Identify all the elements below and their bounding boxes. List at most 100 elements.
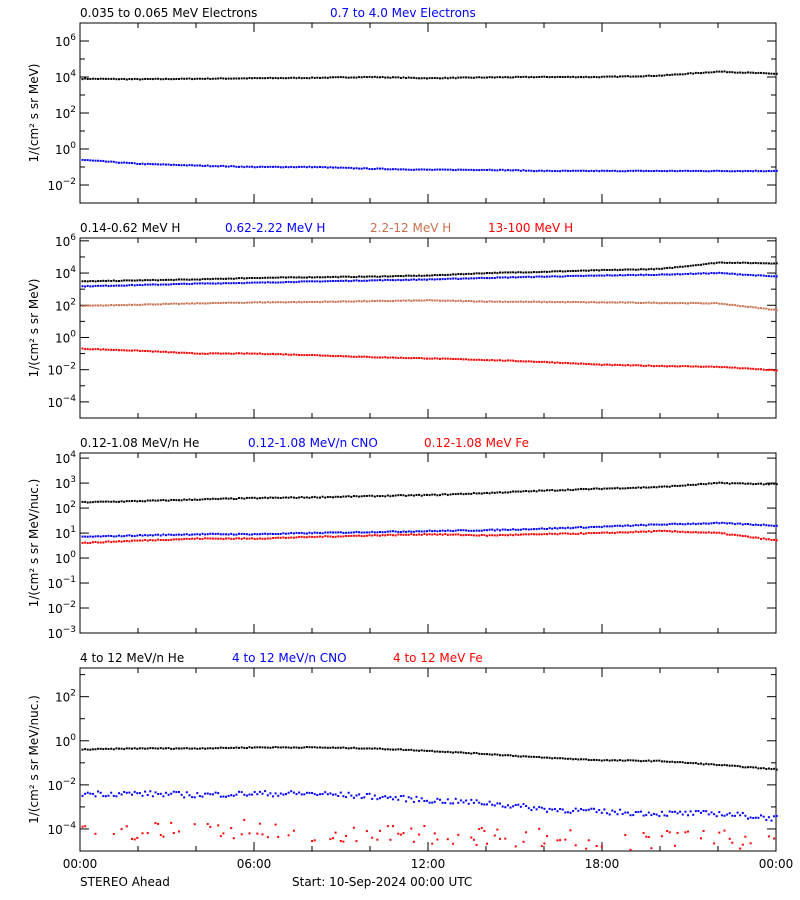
data-point xyxy=(420,797,423,800)
data-point xyxy=(243,818,246,821)
data-point xyxy=(316,280,319,283)
data-point xyxy=(423,77,426,80)
data-point xyxy=(431,842,434,845)
data-point xyxy=(420,299,423,302)
data-point xyxy=(206,792,209,795)
data-point xyxy=(546,528,548,530)
data-point xyxy=(647,301,650,304)
data-point xyxy=(339,746,342,749)
data-point xyxy=(277,276,280,279)
data-point xyxy=(673,73,676,76)
data-point xyxy=(415,494,418,496)
data-point xyxy=(118,304,120,307)
data-point xyxy=(311,280,314,283)
data-point xyxy=(154,279,157,282)
data-point xyxy=(548,275,551,278)
data-point xyxy=(230,497,233,500)
data-point xyxy=(457,358,460,361)
data-point xyxy=(676,266,679,269)
data-point xyxy=(655,523,658,526)
data-point xyxy=(681,73,684,76)
data-point xyxy=(598,170,601,173)
data-point xyxy=(444,493,447,496)
data-point xyxy=(689,365,692,368)
data-point xyxy=(141,794,144,797)
data-point xyxy=(81,794,84,797)
data-point xyxy=(285,536,287,539)
data-point xyxy=(94,500,97,503)
data-point xyxy=(694,762,697,764)
data-point xyxy=(269,281,272,284)
data-point xyxy=(392,275,394,278)
data-point xyxy=(752,71,755,74)
data-point xyxy=(423,299,426,302)
data-point xyxy=(264,77,267,80)
data-point xyxy=(300,77,303,80)
data-point xyxy=(415,168,418,171)
data-point xyxy=(530,528,533,531)
y-axis-label: 1/(cm² s sr MeV) xyxy=(27,64,41,163)
data-point xyxy=(747,273,749,276)
data-point xyxy=(478,277,481,279)
data-point xyxy=(287,536,290,539)
data-point xyxy=(211,532,214,535)
data-point xyxy=(640,302,642,304)
data-point xyxy=(373,794,376,797)
data-point xyxy=(172,302,175,305)
data-point xyxy=(621,170,624,173)
data-point xyxy=(287,532,290,535)
data-point xyxy=(125,78,128,81)
data-point xyxy=(144,790,147,793)
data-point xyxy=(765,538,768,541)
data-point xyxy=(167,793,170,796)
data-point xyxy=(313,839,316,842)
data-point xyxy=(373,275,376,278)
data-point xyxy=(653,365,655,368)
data-point xyxy=(754,368,757,371)
data-point xyxy=(272,746,274,749)
data-point xyxy=(350,355,353,358)
data-point xyxy=(439,274,441,276)
data-point xyxy=(183,278,186,281)
data-point xyxy=(655,486,658,489)
data-point xyxy=(230,794,233,797)
data-point xyxy=(585,269,588,272)
data-point xyxy=(133,284,136,287)
data-point xyxy=(752,367,755,370)
data-point xyxy=(666,301,669,304)
data-point xyxy=(282,276,285,279)
data-point xyxy=(527,300,530,303)
data-point xyxy=(439,358,441,360)
data-point xyxy=(564,757,567,760)
data-point xyxy=(713,262,716,265)
data-point xyxy=(347,791,350,794)
data-point xyxy=(480,826,483,829)
data-point xyxy=(376,76,379,79)
data-point xyxy=(266,836,269,839)
series-label: 0.14-0.62 MeV H xyxy=(80,221,180,235)
data-point xyxy=(204,164,207,167)
data-point xyxy=(379,356,381,359)
data-point xyxy=(707,170,710,173)
data-point xyxy=(681,265,684,268)
data-point xyxy=(261,281,264,284)
data-point xyxy=(736,765,739,767)
data-point xyxy=(251,793,254,796)
data-point xyxy=(397,275,400,277)
data-point xyxy=(658,302,661,305)
data-point xyxy=(658,759,661,762)
data-point xyxy=(587,488,590,491)
data-point xyxy=(324,791,327,794)
data-point xyxy=(311,792,314,794)
data-point xyxy=(232,794,235,797)
data-point xyxy=(258,165,261,168)
data-point xyxy=(248,277,251,279)
data-point xyxy=(546,533,548,536)
data-point xyxy=(204,747,207,750)
y-tick-label: 10−2 xyxy=(47,777,76,793)
data-point xyxy=(423,274,426,277)
data-point xyxy=(519,533,522,536)
data-point xyxy=(165,499,167,502)
data-point xyxy=(506,754,509,757)
data-point xyxy=(397,832,400,835)
